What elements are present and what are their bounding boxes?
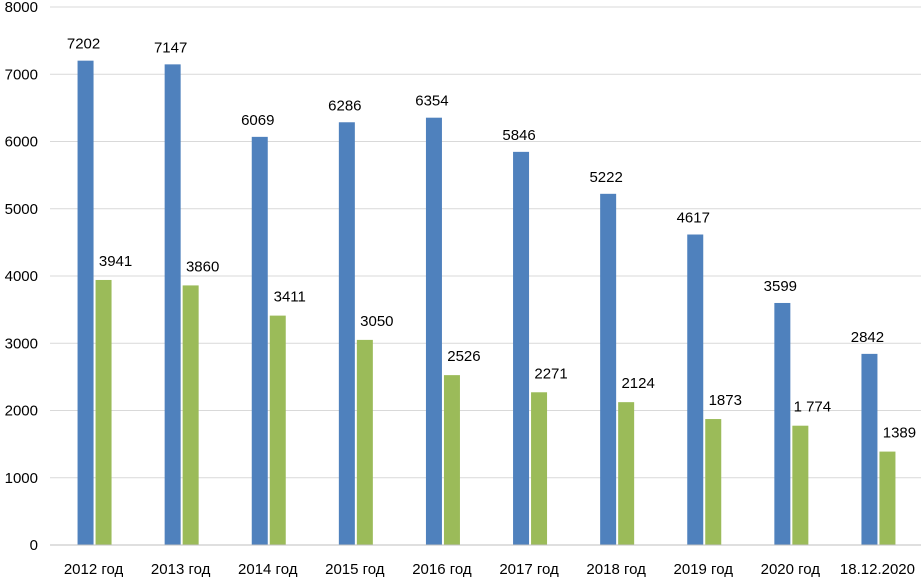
data-label: 4617 — [677, 210, 710, 227]
bar-series-2 — [879, 451, 896, 545]
bar-series-1 — [251, 136, 268, 546]
data-label: 3860 — [186, 258, 219, 275]
bar-series-2 — [618, 402, 635, 545]
x-tick-label: 2018 год — [586, 561, 646, 578]
bar-series-2 — [95, 279, 112, 545]
data-label: 1873 — [709, 392, 742, 409]
data-label: 6286 — [328, 97, 361, 114]
data-label: 7147 — [154, 39, 187, 56]
data-label: 6069 — [241, 112, 274, 129]
y-tick-label: 3000 — [5, 335, 38, 352]
bar-series-2 — [182, 285, 199, 545]
bar-series-2 — [792, 425, 809, 545]
x-tick-label: 2015 год — [325, 561, 385, 578]
bar-series-1 — [77, 60, 94, 546]
axis-layer: 0 1000 2000 3000 4000 5000 6000 7000 8000 2012 го… — [5, 0, 921, 578]
data-label: 7202 — [67, 36, 100, 53]
x-tick-label: 2020 год — [761, 561, 821, 578]
data-label: 2526 — [447, 348, 480, 365]
data-label: 3050 — [360, 313, 393, 330]
bar-series-2 — [443, 375, 460, 545]
data-label: 3599 — [764, 278, 797, 295]
data-label: 2124 — [621, 375, 654, 392]
data-label: 2271 — [534, 365, 567, 382]
bar-layer — [77, 60, 896, 546]
data-label: 2842 — [851, 329, 884, 346]
y-tick-label: 4000 — [5, 268, 38, 285]
data-label: 3411 — [274, 289, 306, 306]
bar-series-2 — [269, 315, 286, 545]
data-label: 3941 — [99, 253, 132, 270]
label-layer: 7202 3941 7147 3860 6069 3411 6286 3050 6354 2526… — [67, 36, 916, 442]
data-label: 1 774 — [794, 399, 832, 416]
y-tick-label: 6000 — [5, 134, 38, 151]
bar-series-2 — [705, 419, 722, 545]
x-tick-label: 2017 год — [499, 561, 559, 578]
bar-series-1 — [687, 234, 704, 545]
data-label: 1389 — [883, 425, 916, 442]
y-tick-label: 5000 — [5, 201, 38, 218]
bar-series-1 — [164, 64, 181, 545]
x-tick-label: 18.12.2020 — [840, 561, 915, 578]
bar-series-1 — [600, 193, 617, 545]
bar-series-1 — [861, 353, 878, 545]
bar-series-2 — [356, 339, 373, 545]
y-tick-label: 2000 — [5, 403, 38, 420]
y-tick-label: 1000 — [5, 470, 38, 487]
bar-series-1 — [513, 151, 530, 545]
x-tick-label: 2019 год — [674, 561, 734, 578]
bar-series-1 — [338, 122, 355, 545]
data-label: 5222 — [589, 169, 622, 186]
y-tick-label: 7000 — [5, 66, 38, 83]
x-tick-label: 2012 год — [64, 561, 124, 578]
x-tick-label: 2014 год — [238, 561, 298, 578]
y-tick-label: 0 — [30, 537, 38, 554]
data-label: 5846 — [502, 127, 535, 144]
data-label: 6354 — [415, 93, 448, 110]
bar-series-1 — [774, 302, 791, 545]
x-tick-label: 2013 год — [151, 561, 211, 578]
bar-series-1 — [425, 117, 442, 546]
y-tick-label: 8000 — [5, 0, 38, 16]
bar-series-2 — [531, 392, 548, 545]
x-tick-label: 2016 год — [412, 561, 472, 578]
